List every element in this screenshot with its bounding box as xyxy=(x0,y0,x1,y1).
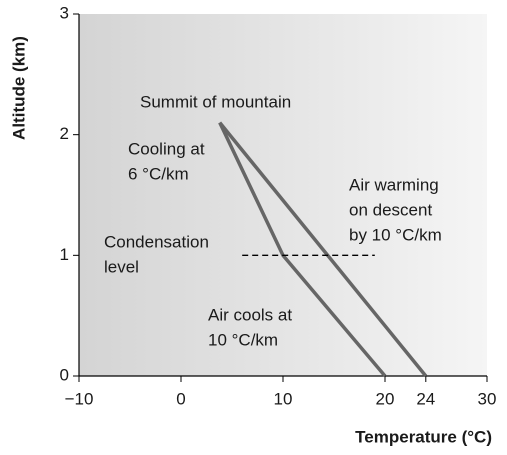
y-axis-label: Altitude (km) xyxy=(9,36,28,140)
annotation: on descent xyxy=(349,200,432,219)
annotation: 10 °C/km xyxy=(208,330,278,349)
x-tick-label: 30 xyxy=(478,389,497,408)
plot-area xyxy=(79,14,487,376)
annotation: Summit of mountain xyxy=(140,92,291,111)
x-tick-label: 24 xyxy=(416,389,435,408)
annotation: Air warming xyxy=(349,175,439,194)
annotation: Cooling at xyxy=(128,139,205,158)
annotation: level xyxy=(104,257,139,276)
x-tick-label: 20 xyxy=(376,389,395,408)
x-tick-label: 10 xyxy=(274,389,293,408)
annotation: 6 °C/km xyxy=(128,164,189,183)
annotation: Condensation xyxy=(104,232,209,251)
y-tick-label: 3 xyxy=(60,3,69,22)
annotation: Air cools at xyxy=(208,305,292,324)
temperature-line xyxy=(218,121,428,378)
x-tick-label: 0 xyxy=(176,389,185,408)
y-tick-label: 2 xyxy=(60,124,69,143)
x-tick-label: −10 xyxy=(65,389,94,408)
y-tick-label: 1 xyxy=(60,245,69,264)
x-axis-label: Temperature (°C) xyxy=(355,427,492,446)
annotation: by 10 °C/km xyxy=(349,225,442,244)
y-tick-label: 0 xyxy=(60,365,69,384)
